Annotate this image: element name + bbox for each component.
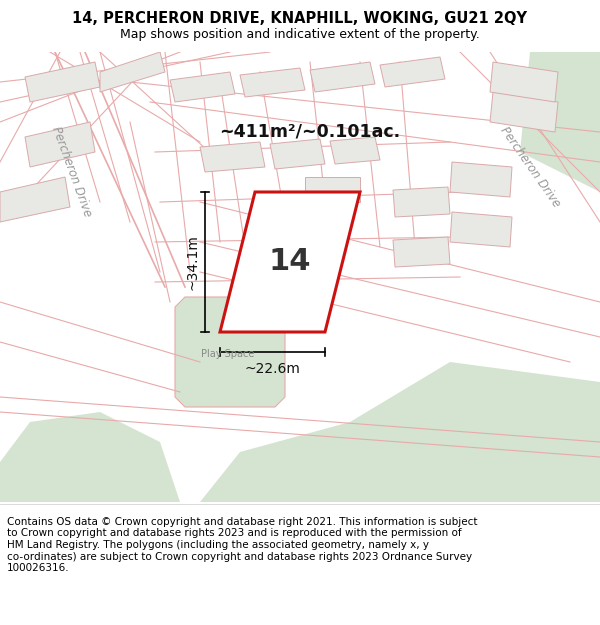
Polygon shape <box>450 162 512 197</box>
Polygon shape <box>450 212 512 247</box>
Polygon shape <box>305 177 360 202</box>
Text: ~411m²/~0.101ac.: ~411m²/~0.101ac. <box>220 123 401 141</box>
Polygon shape <box>25 62 100 102</box>
Polygon shape <box>380 57 445 87</box>
Polygon shape <box>175 297 285 407</box>
Text: 14, PERCHERON DRIVE, KNAPHILL, WOKING, GU21 2QY: 14, PERCHERON DRIVE, KNAPHILL, WOKING, G… <box>73 11 527 26</box>
Polygon shape <box>393 237 450 267</box>
Polygon shape <box>0 177 70 222</box>
Polygon shape <box>170 72 235 102</box>
Polygon shape <box>220 192 360 332</box>
Text: Map shows position and indicative extent of the property.: Map shows position and indicative extent… <box>120 28 480 41</box>
Text: Percheron Drive: Percheron Drive <box>50 125 94 219</box>
Text: Play Space: Play Space <box>202 349 254 359</box>
Polygon shape <box>25 122 95 167</box>
Polygon shape <box>200 362 600 502</box>
Polygon shape <box>270 139 325 169</box>
Polygon shape <box>0 412 180 502</box>
Polygon shape <box>520 52 600 192</box>
Text: ~34.1m: ~34.1m <box>185 234 199 290</box>
Polygon shape <box>240 68 305 97</box>
Polygon shape <box>393 187 450 217</box>
Text: 14: 14 <box>269 248 311 276</box>
Polygon shape <box>490 62 558 102</box>
Text: Percheron Drive: Percheron Drive <box>497 124 563 210</box>
Text: ~22.6m: ~22.6m <box>245 362 301 376</box>
Polygon shape <box>490 92 558 132</box>
Polygon shape <box>100 52 165 92</box>
Polygon shape <box>330 137 380 164</box>
Polygon shape <box>200 142 265 172</box>
Polygon shape <box>310 62 375 92</box>
Text: Contains OS data © Crown copyright and database right 2021. This information is : Contains OS data © Crown copyright and d… <box>7 517 478 573</box>
